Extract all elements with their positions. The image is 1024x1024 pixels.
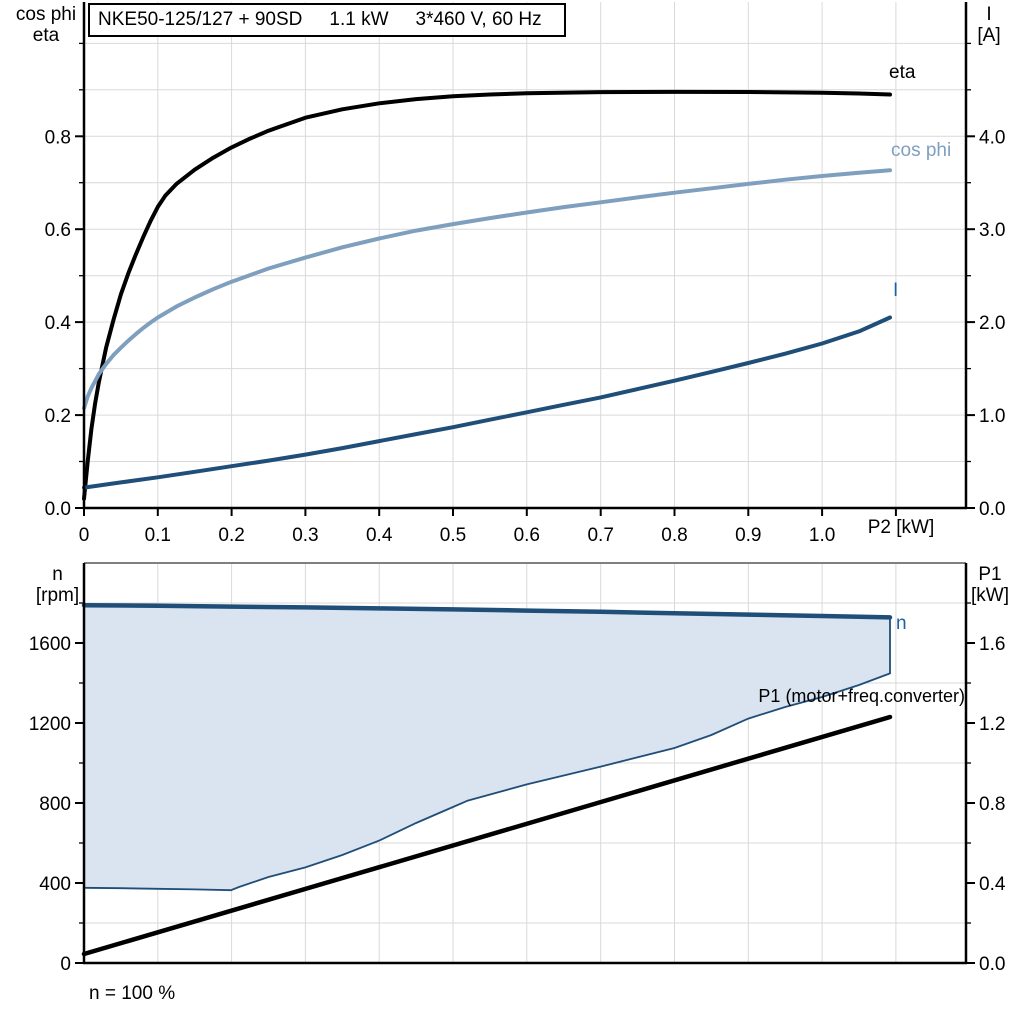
tick-label: 2.0 [979, 313, 1005, 334]
cosphi-curve-label: cos phi [891, 140, 952, 161]
rated-power-label: 1.1 kW [329, 9, 389, 30]
curve-i [82, 315, 892, 490]
tick-label: 0.8 [979, 794, 1005, 815]
speed-power-chart: 0 400 800 1200 1600 0.0 0.4 0.8 1.2 1.6 [29, 562, 1006, 975]
speed-range-lower-boundary [83, 617, 891, 892]
speed-axis-unit-line: [rpm] [35, 585, 80, 606]
speed-curve-label: n [896, 613, 907, 634]
tick-label: 0.4 [979, 874, 1006, 895]
eta-axis-title-line: eta [32, 25, 60, 46]
tick-label: 4.0 [979, 127, 1005, 148]
tick-label: 1.2 [979, 714, 1005, 735]
bottom-right-axis-title: P1 [kW] [958, 564, 1022, 606]
curve-n [81, 602, 893, 620]
tick-label: 0.7 [587, 525, 613, 546]
tick-label: 0.5 [440, 525, 466, 546]
efficiency-current-chart: 0.0 0.2 0.4 0.6 0.8 0.0 1.0 2.0 3.0 4.0 0 0.1 0.2 0.3… [45, 2, 1005, 546]
tick-label: 0.9 [735, 525, 761, 546]
tick-label: 0.8 [45, 127, 71, 148]
tick-label: 0.4 [366, 525, 393, 546]
tick-label: 1200 [29, 714, 71, 735]
speed-range-band [84, 605, 890, 891]
current-axis-unit-line: [A] [977, 25, 1001, 46]
top-right-axis-title: I [A] [956, 4, 1022, 46]
current-axis-title-line: I [986, 4, 992, 25]
tick-label: 0.4 [45, 313, 72, 334]
curve-eta [82, 89, 892, 501]
tick-label: 0.2 [45, 406, 71, 427]
curve-p1-motor-freq-converter [81, 714, 893, 957]
tick-label: 800 [39, 794, 71, 815]
tick-label: 1.0 [809, 525, 835, 546]
top-left-axis-title: cos phi eta [6, 4, 86, 46]
tick-label: 1.6 [979, 634, 1005, 655]
tick-label: 1.0 [979, 406, 1005, 427]
x-axis-label: P2 [kW] [867, 517, 935, 538]
bottom-left-axis-title: n [rpm] [15, 564, 100, 606]
current-curve-label: I [893, 280, 899, 301]
tick-label: 0.6 [514, 525, 540, 546]
p1-axis-title-line: P1 [978, 564, 1002, 585]
tick-label: 0.6 [45, 220, 71, 241]
curve-cos-phi [82, 168, 892, 411]
speed-footnote: n = 100 % [89, 983, 176, 1004]
speed-axis-title-line: n [52, 564, 63, 585]
pump-model-label: NKE50-125/127 + 90SD [98, 9, 303, 30]
p1-axis-unit-line: [kW] [971, 585, 1009, 606]
supply-label: 3*460 V, 60 Hz [415, 9, 542, 30]
tick-label: 0.8 [661, 525, 687, 546]
tick-label: 0 [79, 525, 90, 546]
tick-label: 0.3 [292, 525, 318, 546]
p1-curve-label: P1 (motor+freq.converter) [758, 686, 965, 706]
tick-label: 1600 [29, 634, 71, 655]
tick-label: 0.1 [145, 525, 171, 546]
tick-label: 400 [39, 874, 71, 895]
tick-label: 0.0 [45, 499, 71, 520]
tick-label: 0.2 [218, 525, 244, 546]
tick-label: 0 [60, 954, 71, 975]
chart-title-box: NKE50-125/127 + 90SD 1.1 kW 3*460 V, 60 … [88, 3, 566, 37]
eta-curve-label: eta [889, 62, 916, 83]
tick-label: 3.0 [979, 220, 1005, 241]
cosphi-axis-title-line: cos phi [15, 4, 77, 25]
tick-label: 0.0 [979, 499, 1005, 520]
tick-label: 0.0 [979, 954, 1005, 975]
